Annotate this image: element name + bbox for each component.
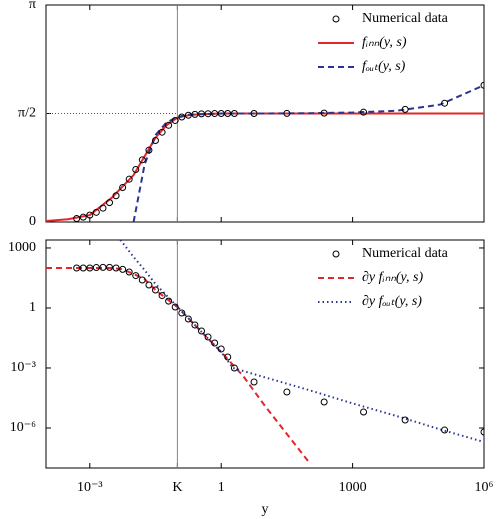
data-point [165, 121, 173, 129]
y-tick-label: 1000 [8, 240, 36, 255]
data-point [191, 321, 199, 329]
x-tick-label: 1000 [339, 480, 367, 495]
data-point [119, 265, 127, 273]
data-point [211, 339, 219, 347]
legend-label: fₒᵤₜ(y, s) [362, 59, 406, 74]
data-point [217, 110, 225, 118]
data-point [217, 345, 225, 353]
data-point [132, 166, 140, 174]
data-point [171, 116, 179, 124]
data-point [73, 264, 81, 272]
plot-frame [45, 239, 485, 469]
x-tick-label: 10⁶ [475, 480, 494, 495]
data-point [151, 286, 159, 294]
data-point [158, 292, 166, 300]
data-point [99, 204, 107, 212]
data-point [151, 136, 159, 144]
x-tick-label: K [172, 480, 182, 495]
data-point [224, 109, 232, 117]
data-point [198, 327, 205, 335]
data-point [283, 388, 291, 396]
data-point [250, 378, 258, 386]
data-point [112, 264, 120, 272]
data-point [106, 199, 114, 207]
data-point [178, 113, 186, 121]
data-point [119, 183, 127, 191]
data-point [211, 110, 219, 118]
data-point [191, 110, 199, 118]
data-point [178, 309, 186, 317]
data-point [224, 353, 232, 361]
legend-marker [332, 15, 340, 23]
data-point [158, 128, 166, 136]
legend-marker [332, 250, 340, 258]
y-tick-label: π [29, 0, 36, 12]
data-point [184, 111, 192, 119]
data-point [441, 426, 449, 434]
data-point [360, 408, 368, 416]
data-point [73, 215, 81, 222]
data-point [125, 175, 133, 183]
legend-label: ∂y fₒᵤₜ(y, s) [362, 294, 422, 309]
data-point [441, 99, 449, 107]
data-point [106, 263, 114, 271]
data-point [230, 109, 238, 117]
data-point [92, 264, 100, 272]
data-point [198, 110, 205, 118]
data-point [145, 281, 153, 289]
data-point [79, 213, 87, 221]
data-point [250, 109, 258, 117]
curve [132, 84, 484, 222]
data-point [401, 105, 409, 113]
legend-label: ∂y fᵢₙₙ(y, s) [362, 270, 423, 285]
data-point [112, 192, 120, 200]
data-point [138, 276, 146, 284]
y-tick-label: 0 [29, 214, 36, 229]
data-point [79, 264, 87, 272]
y-tick-label: π/2 [18, 106, 36, 121]
plot-area [46, 240, 484, 463]
x-tick-label: 10⁻³ [77, 480, 103, 495]
data-point [480, 81, 484, 89]
data-point [401, 416, 409, 424]
data-point [99, 263, 107, 271]
curve [119, 240, 484, 443]
data-point [92, 208, 100, 216]
x-tick-label: 1 [218, 480, 225, 495]
data-point [283, 109, 291, 117]
data-point [138, 156, 146, 164]
legend-label: fᵢₙₙ(y, s) [362, 35, 407, 50]
y-tick-label: 10⁻⁶ [10, 420, 36, 435]
x-axis-label: y [262, 502, 269, 517]
y-tick-label: 1 [29, 300, 36, 315]
data-point [145, 146, 153, 154]
data-point [125, 268, 133, 276]
data-point [204, 333, 212, 341]
data-point [171, 303, 179, 311]
data-point [184, 315, 192, 323]
data-point [320, 398, 328, 406]
data-point [204, 110, 212, 118]
y-tick-label: 10⁻³ [10, 360, 36, 375]
data-point [230, 364, 238, 372]
data-point [360, 108, 368, 116]
data-point [132, 272, 140, 280]
data-point [165, 297, 173, 305]
data-point [86, 264, 94, 272]
plot-area [46, 81, 484, 222]
legend-label: Numerical data [362, 11, 449, 26]
data-point [480, 428, 484, 436]
legend-label: Numerical data [362, 246, 449, 261]
data-point [320, 109, 328, 117]
data-point [86, 211, 94, 219]
